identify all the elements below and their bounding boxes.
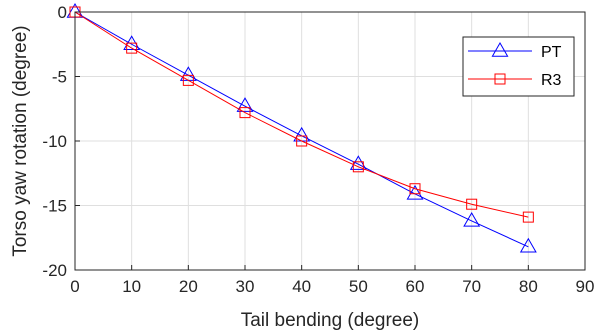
x-tick-label: 60 — [406, 277, 425, 296]
series-pt-point — [406, 184, 424, 200]
x-tick-label: 40 — [292, 277, 311, 296]
y-tick-label: -15 — [42, 197, 67, 216]
x-tick-label: 0 — [70, 277, 79, 296]
y-axis: -20 -15 -10 -5 0 — [42, 3, 80, 280]
series-pt-point — [349, 155, 367, 170]
x-axis-title: Tail bending (degree) — [241, 310, 420, 331]
series-r3-point — [126, 42, 138, 54]
y-tick-label: 0 — [58, 3, 67, 22]
legend-pt-marker — [491, 41, 509, 57]
series-pt-point — [463, 211, 481, 227]
series-r3-point — [352, 161, 364, 173]
series-r3-point — [239, 107, 251, 119]
y-axis-title: Torso yaw rotation (degree) — [10, 25, 31, 256]
legend-pt-label: PT — [541, 44, 562, 61]
legend-r3-marker — [494, 73, 506, 85]
legend: PT R3 — [462, 36, 575, 97]
x-axis: 0 10 20 30 40 50 60 70 80 90 — [70, 265, 594, 296]
x-tick-label: 10 — [122, 277, 141, 296]
series-layer — [66, 2, 537, 253]
series-pt-point — [519, 237, 537, 253]
x-tick-label: 30 — [236, 277, 255, 296]
series-r3-point — [522, 211, 534, 223]
legend-box — [462, 36, 575, 97]
x-tick-label: 50 — [349, 277, 368, 296]
series-r3-point — [409, 183, 421, 195]
legend-r3-label: R3 — [541, 72, 562, 89]
series-r3-point — [466, 198, 478, 210]
y-tick-label: -20 — [42, 261, 67, 280]
y-tick-label: -10 — [42, 132, 67, 151]
y-tick-label: -5 — [52, 68, 67, 87]
x-tick-label: 80 — [519, 277, 538, 296]
series-pt-point — [236, 97, 254, 112]
series-r3-point — [296, 135, 308, 147]
series-r3-point — [182, 74, 194, 86]
series-r3-line — [74, 11, 529, 218]
x-tick-label: 20 — [179, 277, 198, 296]
x-tick-label: 70 — [462, 277, 481, 296]
x-tick-label: 90 — [576, 277, 595, 296]
